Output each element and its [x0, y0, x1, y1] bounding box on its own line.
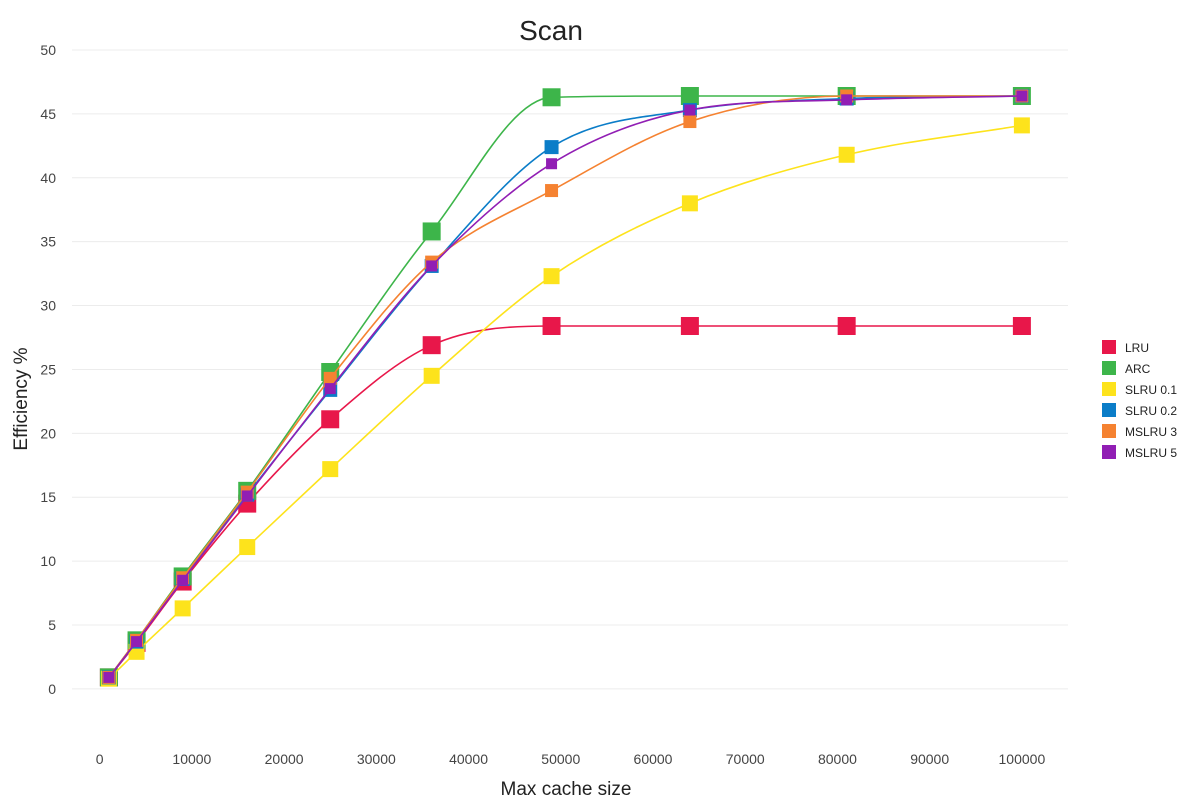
- data-point[interactable]: [324, 383, 336, 395]
- data-point[interactable]: [841, 94, 853, 106]
- data-point[interactable]: [838, 146, 855, 163]
- y-tick-label: 10: [40, 553, 56, 569]
- x-tick-label: 100000: [999, 751, 1046, 767]
- x-tick-label: 10000: [172, 751, 211, 767]
- data-point[interactable]: [103, 671, 115, 683]
- legend-label: ARC: [1125, 362, 1151, 376]
- legend-label: LRU: [1125, 341, 1149, 355]
- x-axis-title: Max cache size: [501, 779, 632, 800]
- data-point[interactable]: [174, 600, 191, 617]
- series-mslru-3: [102, 89, 1029, 684]
- data-point[interactable]: [422, 336, 441, 355]
- data-point[interactable]: [131, 636, 143, 648]
- data-point[interactable]: [321, 410, 340, 429]
- data-point[interactable]: [1013, 117, 1030, 134]
- legend-swatch: [1102, 403, 1116, 417]
- data-point[interactable]: [542, 88, 561, 107]
- series-slru-0-1: [100, 117, 1030, 687]
- chart-title: Scan: [519, 15, 583, 46]
- data-point[interactable]: [241, 490, 253, 502]
- data-point[interactable]: [544, 140, 559, 155]
- legend-item[interactable]: LRU: [1102, 340, 1149, 355]
- data-point[interactable]: [322, 461, 339, 478]
- legend-label: MSLRU 3: [1125, 425, 1177, 439]
- y-tick-label: 15: [40, 489, 56, 505]
- y-tick-label: 40: [40, 170, 56, 186]
- y-tick-label: 50: [40, 42, 56, 58]
- data-point[interactable]: [681, 195, 698, 212]
- series-arc: [99, 87, 1031, 687]
- x-tick-label: 70000: [726, 751, 765, 767]
- x-tick-label: 40000: [449, 751, 488, 767]
- y-tick-label: 0: [48, 681, 56, 697]
- data-point[interactable]: [177, 574, 189, 586]
- data-point[interactable]: [239, 539, 256, 556]
- y-tick-label: 45: [40, 106, 56, 122]
- data-point[interactable]: [323, 371, 337, 385]
- legend-item[interactable]: MSLRU 3: [1102, 424, 1177, 439]
- x-tick-label: 90000: [910, 751, 949, 767]
- data-point[interactable]: [426, 260, 438, 272]
- x-tick-label: 50000: [541, 751, 580, 767]
- data-point[interactable]: [680, 317, 699, 335]
- series-line: [108, 95, 1022, 678]
- series-mslru-5: [103, 90, 1028, 683]
- y-tick-label: 5: [48, 617, 56, 633]
- legend-swatch: [1102, 382, 1116, 396]
- data-point[interactable]: [1012, 317, 1031, 335]
- data-point[interactable]: [423, 367, 440, 384]
- data-point[interactable]: [546, 158, 558, 170]
- legend-swatch: [1102, 361, 1116, 375]
- legend-swatch: [1102, 445, 1116, 459]
- legend-label: MSLRU 5: [1125, 446, 1177, 460]
- series-slru-0-2: [101, 89, 1029, 685]
- legend-item[interactable]: MSLRU 5: [1102, 445, 1177, 460]
- data-point[interactable]: [543, 268, 560, 285]
- data-point[interactable]: [680, 87, 699, 105]
- y-axis-ticks: 0 5 10 15 20 25 30 35 40 45 50: [40, 42, 56, 697]
- data-point[interactable]: [542, 317, 561, 335]
- legend-swatch: [1102, 424, 1116, 438]
- x-tick-label: 60000: [634, 751, 673, 767]
- x-tick-label: 80000: [818, 751, 857, 767]
- grid-layer: [72, 49, 1068, 690]
- legend-item[interactable]: SLRU 0.2: [1102, 403, 1177, 418]
- series-line: [108, 124, 1023, 680]
- data-point[interactable]: [683, 115, 697, 129]
- series-layer: [99, 87, 1031, 687]
- y-tick-label: 20: [40, 425, 56, 441]
- y-tick-label: 30: [40, 298, 56, 314]
- y-axis-title: Efficiency %: [11, 347, 32, 450]
- data-point[interactable]: [837, 317, 856, 335]
- legend-item[interactable]: ARC: [1102, 361, 1151, 376]
- y-tick-label: 35: [40, 234, 56, 250]
- x-axis-ticks: 0 10000 20000 30000 40000 50000 60000 70000 8000…: [96, 751, 1046, 767]
- y-tick-label: 25: [40, 361, 56, 377]
- legend-swatch: [1102, 340, 1116, 354]
- x-tick-label: 30000: [357, 751, 396, 767]
- data-point[interactable]: [684, 104, 696, 116]
- x-tick-label: 0: [96, 751, 104, 767]
- legend-label: SLRU 0.2: [1125, 404, 1177, 418]
- data-point[interactable]: [545, 184, 559, 198]
- data-point[interactable]: [1016, 90, 1028, 102]
- legend-label: SLRU 0.1: [1125, 383, 1177, 397]
- legend[interactable]: LRU ARC SLRU 0.1 SLRU 0.2 MSLRU 3 MSLRU 5: [1102, 340, 1177, 460]
- data-point[interactable]: [422, 222, 441, 241]
- x-tick-label: 20000: [265, 751, 304, 767]
- legend-item[interactable]: SLRU 0.1: [1102, 382, 1177, 397]
